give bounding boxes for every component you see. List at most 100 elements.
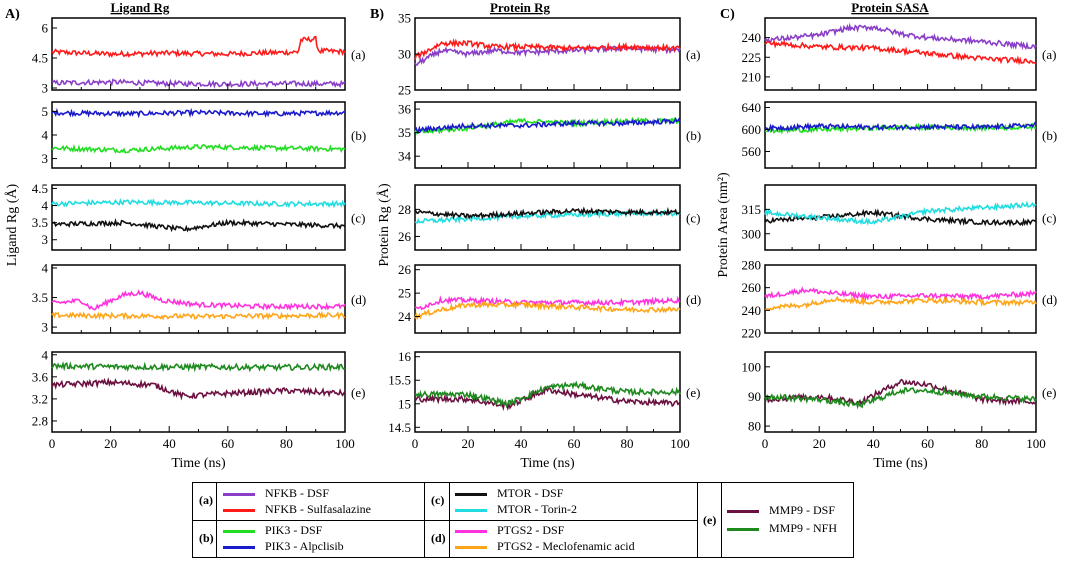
panel-frame	[414, 17, 681, 91]
y-tick-label: 220	[742, 326, 762, 341]
y-tick-label: 25	[398, 83, 411, 98]
legend-entry: MMP9 - NFH	[727, 521, 837, 536]
panel: 210 225 240 (a)	[742, 17, 1056, 91]
legend-divider	[721, 483, 722, 557]
y-tick-label: 2.8	[32, 413, 48, 428]
legend-tag-e: (e)	[703, 513, 717, 527]
x-tick-label: 20	[462, 436, 475, 451]
legend-tag-c: (c)	[431, 493, 445, 507]
legend-swatch	[455, 492, 487, 496]
y-tick-label: 4	[42, 347, 49, 362]
series-line	[764, 22, 1037, 51]
row-tag: (d)	[351, 292, 366, 307]
y-tick-label: 210	[742, 69, 762, 84]
column-title: Protein SASA	[851, 0, 929, 15]
series-line	[51, 376, 346, 401]
y-tick-label: 90	[748, 389, 761, 404]
row-tag: (c)	[351, 211, 365, 226]
row-tag: (c)	[1042, 211, 1056, 226]
series-line	[414, 295, 681, 311]
y-tick-label: 34	[398, 149, 412, 164]
y-tick-label: 5	[42, 104, 49, 119]
legend-tag-a: (a)	[199, 493, 213, 507]
x-tick-label: 80	[280, 436, 293, 451]
series-line	[764, 39, 1037, 66]
x-tick-label: 60	[221, 436, 234, 451]
series-line	[414, 37, 681, 60]
panel: 2.83.23.640 20 40 60 80 100(e)	[32, 347, 366, 451]
row-tag: (e)	[1042, 385, 1056, 400]
series-line	[764, 286, 1037, 302]
y-tick-label: 4.5	[32, 51, 48, 66]
legend-entry: NFKB - DSF	[223, 486, 329, 501]
series-line	[51, 289, 346, 311]
legend-entry: PTGS2 - Meclofenamic acid	[455, 539, 635, 554]
legend-swatch	[455, 545, 487, 549]
legend-label: MTOR - Torin-2	[497, 502, 578, 516]
y-tick-label: 240	[742, 303, 762, 318]
y-tick-label: 280	[742, 258, 762, 273]
panel-frame	[51, 264, 346, 334]
legend-label: NFKB - Sulfasalazine	[265, 502, 371, 516]
panel-frame	[764, 101, 1037, 169]
y-tick-label: 24	[398, 309, 412, 324]
x-tick-label: 0	[412, 436, 419, 451]
legend-swatch	[727, 527, 759, 531]
panel-frame	[414, 184, 681, 251]
y-tick-label: 3	[42, 232, 49, 247]
row-tag: (c)	[686, 211, 700, 226]
y-tick-label: 16	[398, 349, 412, 364]
series-line	[414, 208, 681, 225]
y-tick-label: 3.5	[32, 290, 48, 305]
row-tag: (e)	[351, 385, 365, 400]
legend-entry: PTGS2 - DSF	[455, 523, 564, 538]
y-tick-label: 28	[398, 202, 411, 217]
series-line	[51, 310, 346, 321]
x-axis-label: Time (ns)	[873, 456, 928, 471]
legend-entry: NFKB - Sulfasalazine	[223, 502, 371, 517]
panel: 3 3.5 4 4.5 (c)	[32, 181, 365, 251]
series-line	[51, 35, 346, 59]
legend-entry: MTOR - Torin-2	[455, 502, 577, 517]
series-line	[414, 300, 681, 321]
legend-swatch	[727, 509, 759, 513]
panel: 3 4.5 6 (a)	[32, 17, 365, 96]
panel-frame	[51, 184, 346, 251]
legend-entry: MMP9 - DSF	[727, 503, 835, 518]
y-tick-label: 260	[742, 280, 762, 295]
series-line	[51, 78, 346, 89]
series-line	[51, 143, 346, 154]
x-tick-label: 20	[104, 436, 117, 451]
legend-swatch	[455, 529, 487, 533]
y-tick-label: 36	[398, 102, 412, 117]
y-tick-label: 3	[42, 151, 49, 166]
y-tick-label: 240	[742, 30, 762, 45]
legend-entry: MTOR - DSF	[455, 486, 563, 501]
panel: 34 35 36 (b)	[398, 101, 701, 169]
y-tick-label: 3.6	[32, 369, 49, 384]
x-tick-label: 100	[335, 436, 355, 451]
y-axis-label: Protein Area (nm²)	[716, 172, 731, 278]
panel: 3 3.5 4 (d)	[32, 260, 366, 334]
y-tick-label: 3	[42, 320, 49, 335]
y-tick-label: 225	[742, 50, 762, 65]
column-title: Protein Rg	[490, 0, 551, 15]
panel: 14.5 15 15.5 16 0 20 40 60 80 100 (e)	[388, 349, 700, 451]
x-tick-label: 100	[1026, 436, 1046, 451]
series-line	[414, 117, 681, 134]
y-axis-label: Ligand Rg (Å)	[4, 183, 20, 266]
y-tick-label: 35	[398, 11, 411, 26]
panel: 25 30 35 (a)	[398, 11, 700, 98]
y-tick-label: 315	[742, 202, 762, 217]
y-tick-label: 26	[398, 262, 412, 277]
column-letter: B)	[370, 7, 384, 22]
y-tick-label: 4	[42, 198, 49, 213]
legend-entry: PIK3 - Alpclisib	[223, 539, 344, 554]
x-tick-label: 40	[515, 436, 528, 451]
row-tag: (b)	[686, 128, 701, 143]
series-line	[51, 107, 346, 119]
series-line	[51, 360, 346, 373]
y-tick-label: 35	[398, 125, 411, 140]
series-line	[414, 206, 681, 220]
legend-swatch	[223, 545, 255, 549]
